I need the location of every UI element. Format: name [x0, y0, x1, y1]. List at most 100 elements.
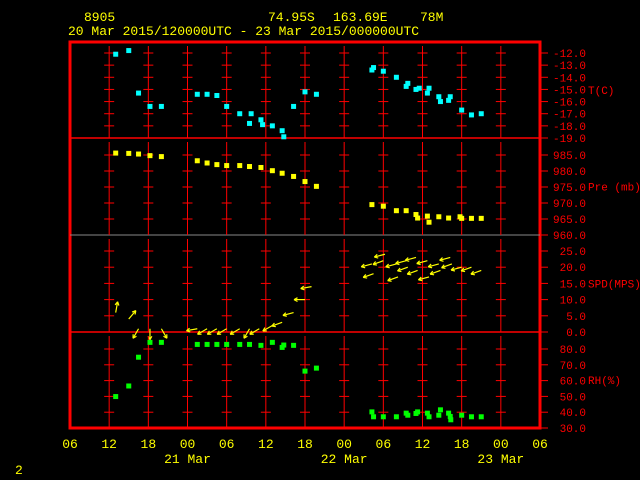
wind-arrow-shaft — [405, 256, 417, 261]
temperature-point — [313, 91, 319, 97]
wind-arrow-head — [186, 327, 190, 332]
y-tick-label: 970.0 — [553, 199, 586, 211]
pressure-point — [113, 150, 119, 156]
wind-arrow-head — [300, 285, 305, 290]
wind-arrow-head — [216, 330, 220, 335]
humidity-point — [369, 409, 375, 415]
pressure-point — [403, 208, 409, 214]
temperature-point — [237, 111, 243, 117]
wind-arrow-shaft — [115, 301, 119, 313]
x-tick-label: 06 — [532, 437, 548, 452]
wind-arrow — [429, 269, 441, 276]
humidity-point — [291, 342, 297, 348]
humidity-point — [448, 417, 454, 423]
pressure-point — [204, 160, 210, 166]
wind-arrow — [128, 310, 137, 320]
wind-arrow-head — [385, 263, 390, 268]
wind-arrow-shaft — [428, 263, 439, 268]
pressure-point — [302, 179, 308, 185]
wind-arrow-shaft — [197, 328, 208, 335]
wind-arrow — [197, 328, 208, 335]
y-tick-label: -18.0 — [553, 122, 586, 134]
pressure-point — [194, 158, 200, 164]
temperature-point — [468, 112, 474, 118]
y-tick-label: 985.0 — [553, 151, 586, 163]
humidity-point — [126, 383, 132, 389]
wind-arrow-head — [262, 327, 266, 332]
humidity-point — [426, 414, 432, 420]
temperature-point — [248, 111, 254, 117]
y-tick-label: -13.0 — [553, 61, 586, 73]
panel-label-wind: SPD(MPS) — [588, 280, 640, 292]
humidity-point — [281, 342, 287, 348]
pressure-point — [313, 183, 319, 189]
pressure-point — [136, 151, 142, 157]
wind-arrow-head — [372, 261, 377, 265]
wind-arrow-shaft — [439, 256, 451, 261]
temperature-point — [126, 48, 132, 54]
wind-arrow-shaft — [450, 266, 462, 271]
wind-arrow — [460, 266, 472, 273]
wind-arrow — [360, 263, 373, 269]
pressure-point — [369, 202, 375, 208]
y-tick-label: -19.0 — [553, 134, 586, 146]
wind-arrow-head — [249, 330, 253, 335]
wind-arrow — [416, 260, 428, 266]
y-tick-label: 80.0 — [560, 345, 586, 357]
pressure-point — [247, 164, 253, 170]
longitude: 163.69E — [333, 10, 388, 25]
wind-arrow-shaft — [362, 273, 374, 279]
temperature-point — [291, 103, 297, 109]
x-tick-label: 12 — [415, 437, 431, 452]
humidity-point — [147, 339, 153, 345]
temperature-point — [194, 91, 200, 97]
pressure-point — [426, 219, 432, 225]
humidity-point — [405, 412, 411, 418]
y-tick-label: 40.0 — [560, 408, 586, 420]
wind-arrow-shaft — [395, 260, 407, 265]
wind-arrow — [132, 328, 140, 339]
y-tick-label: 980.0 — [553, 167, 586, 179]
humidity-point — [446, 410, 452, 416]
x-date-label: 21 Mar — [164, 452, 211, 467]
latitude: 74.95S — [268, 10, 315, 25]
wind-arrow — [206, 328, 218, 335]
wind-arrow-head — [441, 264, 445, 269]
pressure-point — [478, 215, 484, 221]
wind-arrow-shaft — [372, 260, 384, 266]
temperature-point — [393, 74, 399, 80]
pressure-point — [393, 208, 399, 214]
temperature-point — [446, 97, 452, 103]
y-tick-label: 25.0 — [560, 247, 586, 259]
wind-arrow-shaft — [397, 266, 409, 272]
temperature-point — [426, 85, 432, 91]
wind-arrow-head — [293, 297, 298, 301]
wind-arrow-head — [117, 301, 120, 306]
wind-arrow-head — [416, 260, 421, 265]
wind-arrow-shaft — [282, 311, 294, 316]
pressure-point — [446, 215, 452, 221]
humidity-point — [269, 339, 275, 345]
temperature-point — [260, 122, 266, 128]
wind-arrow — [385, 263, 397, 269]
panel-label-pressure: Pre (mb) — [588, 183, 640, 195]
temperature-point — [371, 65, 377, 71]
temperature-point — [147, 103, 153, 109]
wind-arrow — [406, 269, 418, 276]
y-tick-label: 15.0 — [560, 279, 586, 291]
wind-arrow-shaft — [418, 276, 430, 281]
wind-arrow — [372, 260, 384, 266]
wind-arrow-shaft — [229, 328, 241, 335]
wind-arrow-shaft — [249, 328, 260, 335]
pressure-point — [468, 215, 474, 221]
wind-arrow-head — [271, 322, 275, 327]
pressure-point — [424, 213, 430, 219]
y-tick-label: -12.0 — [553, 49, 586, 61]
x-tick-label: 00 — [180, 437, 196, 452]
x-tick-label: 18 — [141, 437, 157, 452]
humidity-point — [415, 409, 421, 415]
pressure-point — [147, 153, 153, 159]
humidity-point — [194, 341, 200, 347]
wind-arrow-head — [439, 257, 443, 261]
